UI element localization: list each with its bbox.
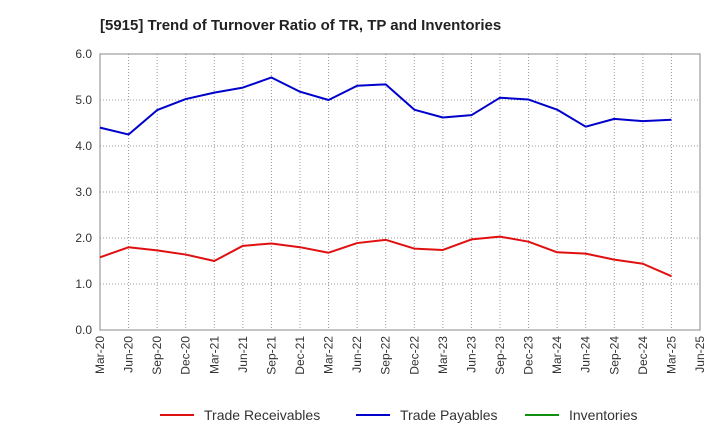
x-tick-label: Mar-25	[664, 336, 678, 374]
y-tick-label: 6.0	[75, 47, 92, 61]
y-tick-label: 1.0	[75, 277, 92, 291]
x-tick-label: Sep-24	[607, 336, 621, 375]
x-tick-label: Jun-25	[693, 336, 707, 373]
x-tick-label: Sep-23	[493, 336, 507, 375]
x-tick-label: Sep-20	[150, 336, 164, 375]
x-tick-label: Dec-24	[636, 336, 650, 375]
legend-label: Trade Payables	[400, 407, 498, 423]
x-tick-label: Sep-22	[379, 336, 393, 375]
x-tick-label: Jun-24	[579, 336, 593, 373]
legend-label: Trade Receivables	[204, 407, 320, 423]
x-tick-label: Mar-21	[207, 336, 221, 374]
grid-lines	[100, 54, 700, 330]
x-tick-label: Dec-22	[407, 336, 421, 375]
x-tick-label: Jun-21	[236, 336, 250, 373]
legend-label: Inventories	[569, 407, 637, 423]
series-line	[99, 235, 672, 278]
x-tick-label: Mar-24	[550, 336, 564, 374]
series-line	[99, 76, 672, 136]
x-tick-label: Mar-20	[93, 336, 107, 374]
y-tick-label: 4.0	[75, 139, 92, 153]
legend: Trade Receivables Trade Payables Inventori…	[160, 407, 637, 423]
x-tick-label: Dec-21	[293, 336, 307, 375]
chart-title: [5915] Trend of Turnover Ratio of TR, TP…	[100, 17, 501, 34]
x-tick-label: Sep-21	[264, 336, 278, 375]
x-tick-label: Dec-23	[522, 336, 536, 375]
x-axis: Mar-20 Jun-20 Sep-20 Dec-20 Mar-21 Jun-21 Sep-…	[93, 336, 707, 375]
y-tick-label: 2.0	[75, 231, 92, 245]
x-tick-label: Dec-20	[179, 336, 193, 375]
series-lines	[99, 76, 672, 278]
y-tick-label: 5.0	[75, 93, 92, 107]
x-tick-label: Mar-23	[436, 336, 450, 374]
y-tick-label: 3.0	[75, 185, 92, 199]
plot-area-border	[99, 53, 701, 331]
y-axis: 0.0 1.0 2.0 3.0 4.0 5.0 6.0	[75, 47, 92, 337]
x-tick-label: Jun-23	[464, 336, 478, 373]
x-tick-label: Mar-22	[322, 336, 336, 374]
y-tick-label: 0.0	[75, 323, 92, 337]
x-tick-label: Jun-22	[350, 336, 364, 373]
x-tick-label: Jun-20	[122, 336, 136, 373]
